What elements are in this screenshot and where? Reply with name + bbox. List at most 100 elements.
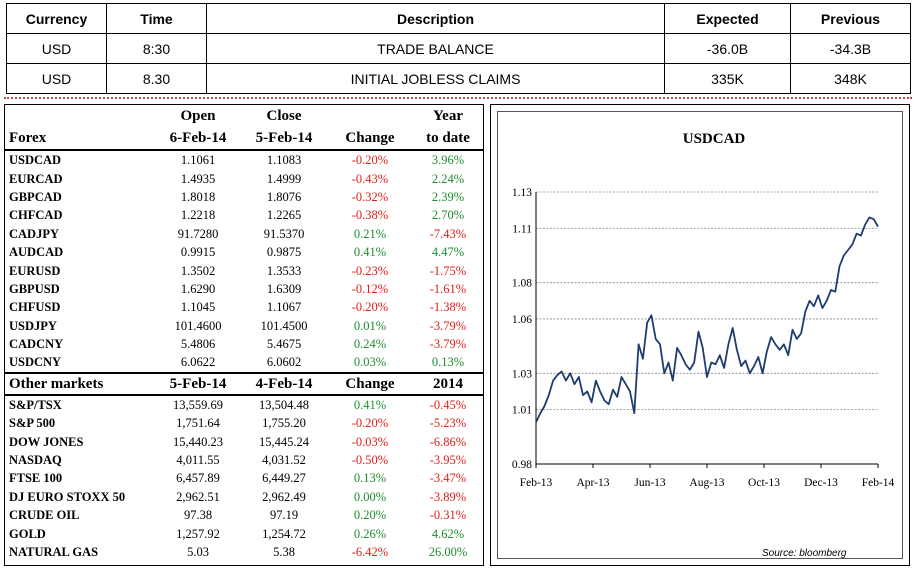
x-tick-label: Feb-13 — [520, 477, 553, 489]
markets-table: Open Close Year Forex 6-Feb-14 5-Feb-14 … — [5, 105, 483, 561]
change-value: 0.13% — [353, 471, 387, 486]
table-row: GBPCAD 1.8018 1.8076 -0.32% 2.39% — [5, 188, 483, 206]
ytd-value: -1.61% — [429, 281, 467, 296]
series-line-usdcad — [535, 216, 879, 423]
calendar-currency: USD — [6, 63, 107, 94]
table-row: CADCNY 5.4806 5.4675 0.24% -3.79% — [5, 335, 483, 353]
x-tick-label: Oct-13 — [748, 477, 780, 489]
chart-y-ticks: 1.13 1.11 1.08 1.06 1.03 1.01 0.98 — [512, 187, 532, 471]
calendar-row: USD 8:30 TRADE BALANCE -36.0B -34.3B — [6, 33, 911, 64]
change-value: 0.41% — [353, 245, 387, 260]
close-value: 6,449.27 — [262, 471, 306, 486]
forex-header-close-date: 5-Feb-14 — [241, 127, 327, 151]
chart-panel: USDCAD 1.13 1.11 1.08 1.06 1.03 1.01 0.98 Feb-… — [490, 104, 910, 566]
close-value: 91.5370 — [263, 226, 305, 241]
close-value: 1.8076 — [266, 189, 302, 204]
ytd-value: -3.79% — [429, 318, 467, 333]
economic-calendar-table: Currency Time Description Expected Previ… — [6, 3, 911, 94]
instrument-name: S&P/TSX — [9, 397, 62, 412]
markets-header-change: Change — [327, 371, 413, 396]
markets-header-date2: 4-Feb-14 — [241, 371, 327, 396]
markets-panel: Open Close Year Forex 6-Feb-14 5-Feb-14 … — [4, 104, 484, 566]
instrument-name: NASDAQ — [9, 453, 62, 468]
dotted-divider — [4, 97, 912, 99]
calendar-time: 8.30 — [106, 63, 207, 94]
ytd-value: 26.00% — [428, 545, 468, 559]
ytd-value: 2.70% — [431, 208, 465, 223]
close-value: 6.0602 — [266, 355, 302, 370]
change-value: -0.20% — [351, 153, 389, 168]
ytd-value: -3.95% — [429, 453, 467, 468]
close-value: 1.3533 — [266, 263, 302, 278]
change-value: 0.20% — [353, 508, 387, 523]
markets-header-title: Other markets — [5, 371, 155, 396]
forex-header-ytd: to date — [413, 127, 483, 151]
close-value: 4,031.52 — [262, 453, 306, 468]
instrument-name: CADCNY — [9, 337, 64, 352]
instrument-name: GOLD — [9, 526, 46, 541]
table-row: CADJPY 91.7280 91.5370 0.21% -7.43% — [5, 225, 483, 243]
instrument-name: AUDCAD — [9, 245, 64, 260]
close-value: 1.4999 — [266, 171, 302, 186]
forex-header-year: Year — [433, 108, 463, 124]
table-row: CHFCAD 1.2218 1.2265 -0.38% 2.70% — [5, 206, 483, 224]
table-row: NASDAQ 4,011.55 4,031.52 -0.50% -3.95% — [5, 451, 483, 469]
ytd-value: -7.43% — [429, 226, 467, 241]
y-tick-label: 0.98 — [512, 459, 532, 471]
open-value: 13,559.69 — [173, 397, 223, 412]
x-tick-label: Jun-13 — [634, 477, 666, 489]
open-value: 1,257.92 — [176, 526, 220, 541]
change-value: -0.43% — [351, 171, 389, 186]
table-row: EURUSD 1.3502 1.3533 -0.23% -1.75% — [5, 261, 483, 279]
usdcad-line-chart: USDCAD 1.13 1.11 1.08 1.06 1.03 1.01 0.98 Feb-… — [512, 131, 895, 489]
ytd-value: -1.38% — [429, 300, 467, 315]
table-row: NATURAL GAS 5.03 5.38 -6.42% 26.00% — [5, 543, 483, 561]
instrument-name: CHFUSD — [9, 300, 61, 315]
calendar-description: INITIAL JOBLESS CLAIMS — [206, 63, 665, 94]
change-value: -0.03% — [351, 434, 389, 449]
close-value: 13,504.48 — [259, 397, 309, 412]
open-value: 101.4600 — [174, 318, 222, 333]
y-tick-label: 1.13 — [512, 187, 532, 199]
ytd-value: -1.75% — [429, 263, 467, 278]
ytd-value: -3.89% — [429, 489, 467, 504]
ytd-value: 2.24% — [431, 171, 465, 186]
ytd-value: -0.45% — [429, 397, 467, 412]
close-value: 15,445.24 — [259, 434, 309, 449]
calendar-header-previous: Previous — [790, 3, 911, 34]
open-value: 1.3502 — [180, 263, 216, 278]
y-tick-label: 1.08 — [512, 278, 532, 290]
x-tick-label: Aug-13 — [689, 477, 724, 489]
change-value: 0.01% — [353, 318, 387, 333]
chart-title: USDCAD — [683, 131, 746, 147]
change-value: 0.41% — [353, 397, 387, 412]
instrument-name: EURCAD — [9, 171, 63, 186]
ytd-value: -5.23% — [429, 416, 467, 431]
forex-header-blank — [5, 105, 155, 127]
table-row: USDCAD 1.1061 1.1083 -0.20% 3.96% — [5, 150, 483, 169]
markets-header-ytd: 2014 — [413, 371, 483, 396]
y-tick-label: 1.01 — [512, 405, 532, 417]
ytd-value: 0.13% — [431, 355, 465, 370]
change-value: 0.00% — [353, 489, 387, 504]
instrument-name: GBPCAD — [9, 189, 62, 204]
calendar-header-description: Description — [206, 3, 665, 34]
open-value: 97.38 — [183, 508, 213, 523]
ytd-value: 3.96% — [431, 153, 465, 168]
close-value: 97.19 — [269, 508, 299, 523]
open-value: 1,751.64 — [176, 416, 220, 431]
forex-header-open: Open — [180, 108, 216, 124]
close-value: 0.9875 — [266, 245, 302, 260]
change-value: -0.32% — [351, 189, 389, 204]
chart-source: Source: bloomberg — [762, 548, 847, 559]
table-row: CRUDE OIL 97.38 97.19 0.20% -0.31% — [5, 506, 483, 524]
instrument-name: EURUSD — [9, 263, 61, 278]
close-value: 1,254.72 — [262, 526, 306, 541]
table-row: USDCNY 6.0622 6.0602 0.03% 0.13% — [5, 353, 483, 372]
open-value: 91.7280 — [177, 226, 219, 241]
forex-header-change: Change — [327, 127, 413, 151]
calendar-row: USD 8.30 INITIAL JOBLESS CLAIMS 335K 348… — [6, 63, 911, 94]
open-value: 6.0622 — [180, 355, 216, 370]
open-value: 1.4935 — [180, 171, 216, 186]
close-value: 1,755.20 — [262, 416, 306, 431]
